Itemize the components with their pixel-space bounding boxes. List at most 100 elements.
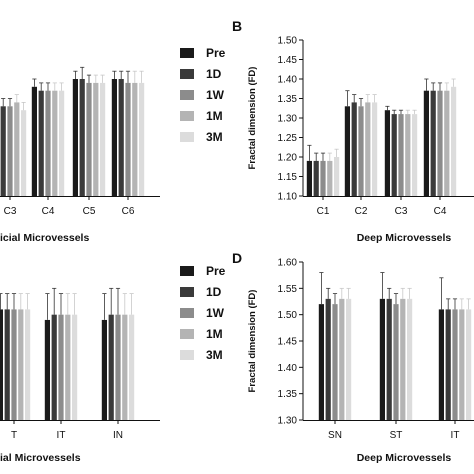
bar [101, 319, 107, 420]
bar-group-1w [115, 287, 121, 420]
bar-group-1m [14, 94, 20, 196]
bar-group-pre [306, 144, 312, 196]
x-tick-label: T [11, 430, 17, 441]
legend-label: 1M [206, 109, 223, 123]
x-axis-title: icial Microvessels [0, 232, 89, 244]
bar-group-1m [400, 287, 406, 420]
bar [459, 309, 465, 420]
y-tick-label: 1.45 [278, 337, 298, 348]
y-tick-label: 1.60 [278, 258, 298, 269]
bar-group-1w [58, 293, 64, 420]
bar [125, 82, 131, 196]
bar [51, 314, 57, 420]
bar [451, 86, 457, 196]
y-tick-label: 1.50 [278, 310, 298, 321]
x-tick-label: SN [328, 430, 342, 441]
x-axis-title: Deep Microvessels [357, 232, 452, 244]
x-tick-label: C2 [355, 206, 368, 217]
y-tick-label: 1.30 [278, 416, 298, 427]
legend-bottom: Pre 1D 1W 1M 3M [180, 264, 226, 362]
bar-group-1m [327, 152, 333, 196]
bar-group-3m [346, 287, 352, 420]
bar-group-1m [18, 293, 24, 420]
bar [423, 90, 429, 196]
bar-group-1d [0, 98, 6, 196]
x-tick-label: C4 [434, 206, 447, 217]
bar-group-1w [452, 298, 458, 420]
bar-group-1m [52, 82, 58, 196]
legend-label: 3M [206, 130, 223, 144]
bar [25, 309, 31, 420]
bar-group-3m [72, 293, 78, 420]
bar [393, 304, 399, 420]
bar-group-3m [59, 82, 65, 196]
y-tick-label: 1.30 [278, 114, 298, 125]
legend-swatch [180, 132, 194, 142]
legend-label: Pre [206, 46, 226, 60]
bar-group-pre [72, 70, 78, 196]
y-axis-title: Fractal dimension (FD) [247, 67, 258, 170]
bar [45, 90, 51, 196]
x-tick-label: C1 [317, 206, 330, 217]
bar-group-1m [65, 293, 71, 420]
x-tick-label: IT [451, 430, 460, 441]
legend-label: Pre [206, 264, 226, 278]
bar-group-3m [334, 148, 340, 196]
bar [44, 319, 50, 420]
y-tick-label: 1.40 [278, 75, 298, 86]
bar [344, 106, 350, 196]
bar [327, 160, 333, 196]
legend-label: 1W [206, 306, 225, 320]
bar [31, 86, 37, 196]
bar-group-1w [437, 82, 443, 196]
bar-group-1d [108, 287, 114, 420]
bar [59, 90, 65, 196]
bar [118, 79, 124, 196]
bar [129, 314, 135, 420]
y-tick-label: 1.40 [278, 363, 298, 374]
bar-group-pre [101, 293, 107, 420]
bar-group-pre [31, 78, 37, 196]
bar [351, 102, 357, 196]
bar-group-1d [391, 109, 397, 196]
bar [58, 314, 64, 420]
bar-group-pre [423, 78, 429, 196]
x-tick-label: IT [57, 430, 66, 441]
panel-label-d: D [232, 250, 242, 266]
bar [111, 79, 117, 196]
legend-swatch [180, 69, 194, 79]
bar-group-1d [313, 152, 319, 196]
bar-group-1d [351, 94, 357, 196]
bar [65, 314, 71, 420]
bar-group-3m [412, 109, 418, 196]
legend-label: 1W [206, 88, 225, 102]
bar-group-3m [451, 78, 457, 196]
bar-group-pre [0, 293, 3, 420]
bar [325, 298, 331, 420]
bar [332, 304, 338, 420]
bar-group-3m [25, 293, 31, 420]
bar [444, 90, 450, 196]
bar [313, 160, 319, 196]
bar-group-3m [139, 70, 145, 196]
legend-swatch [180, 308, 194, 318]
x-axis-title: Deep Microvessels [357, 452, 452, 464]
y-tick-label: 1.15 [278, 172, 298, 183]
bar [115, 314, 121, 420]
bar [386, 298, 392, 420]
bar [430, 90, 436, 196]
bar [466, 309, 472, 420]
bar [437, 90, 443, 196]
bar-group-1d [430, 82, 436, 196]
bar [4, 309, 10, 420]
bar [0, 309, 3, 420]
bar [14, 102, 20, 196]
bar [405, 114, 411, 196]
bar [412, 114, 418, 196]
x-axis-title: ial Microvessels [0, 452, 81, 464]
bar [7, 106, 13, 196]
bar-group-1d [4, 293, 10, 420]
bar [339, 298, 345, 420]
y-tick-label: 1.25 [278, 133, 298, 144]
